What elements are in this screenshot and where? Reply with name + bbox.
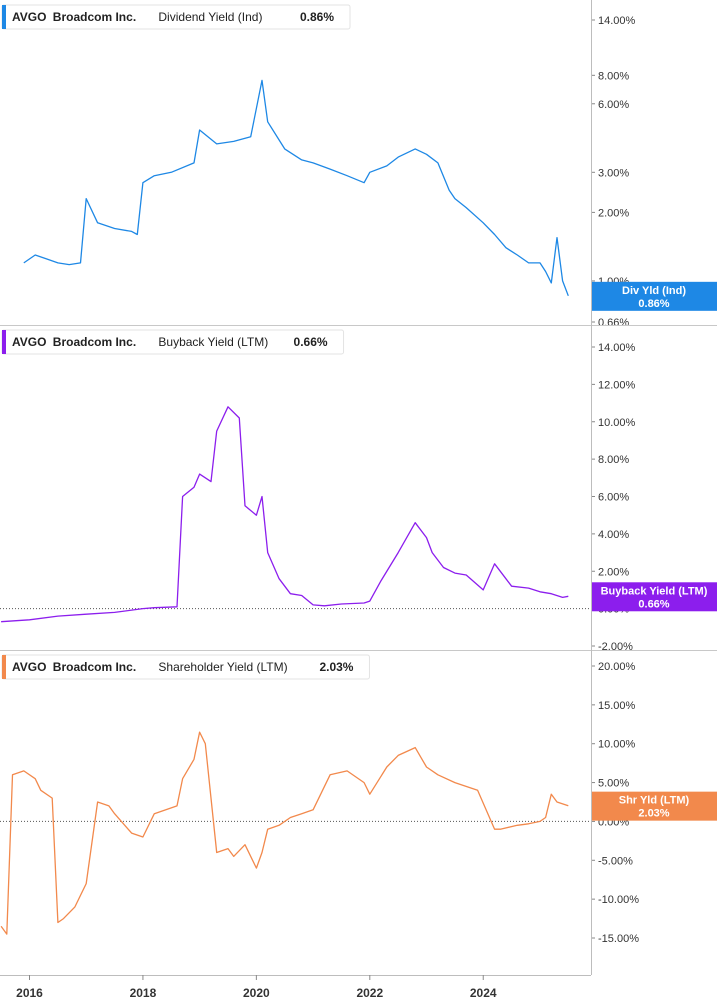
panel-3: 20.00%15.00%10.00%5.00%0.00%-5.00%-10.00… — [0, 650, 717, 945]
legend-metric: Dividend Yield (Ind) — [158, 10, 262, 24]
legend-company: Broadcom Inc. — [53, 660, 136, 674]
legend-value: 0.86% — [300, 10, 334, 24]
legend-value: 2.03% — [319, 660, 353, 674]
legend-header[interactable]: AVGO Broadcom Inc. Shareholder Yield (LTM)… — [1, 654, 370, 680]
legend-company: Broadcom Inc. — [53, 10, 136, 24]
legend-metric: Shareholder Yield (LTM) — [158, 660, 287, 674]
badge-value: 0.86% — [638, 298, 669, 310]
y-tick-label: -5.00% — [598, 855, 633, 867]
legend-color-swatch — [2, 655, 6, 679]
series-line-1 — [23, 79, 569, 297]
y-tick-label: -10.00% — [598, 894, 639, 906]
legend-ticker: AVGO — [12, 660, 46, 674]
legend-color-swatch — [2, 5, 6, 29]
last-value-badge: Buyback Yield (LTM)0.66% — [591, 582, 717, 612]
legend-color-swatch — [2, 330, 6, 354]
legend-metric: Buyback Yield (LTM) — [158, 335, 268, 349]
x-tick-label: 2016 — [16, 986, 43, 1000]
y-tick-label: 2.00% — [598, 207, 629, 219]
panel-1: 14.00%8.00%6.00%3.00%2.00%1.00%0.66%AVGO… — [1, 4, 717, 329]
panel-2: 14.00% 12.00% 10.00% 8.00% 6.00% 4.00% 2.00% 0.… — [0, 325, 717, 653]
y-tick-label: 15.00% — [598, 700, 636, 712]
y-tick-label: 8.00% — [598, 70, 629, 82]
last-value-badge: Shr Yld (LTM)2.03% — [591, 791, 717, 821]
legend-header[interactable]: AVGO Broadcom Inc. Dividend Yield (Ind) 0.8… — [1, 4, 351, 30]
last-value-badge: Div Yld (Ind)0.86% — [591, 281, 717, 311]
legend-company: Broadcom Inc. — [53, 335, 136, 349]
y-tick-label: 4.00% — [598, 529, 629, 541]
x-tick-label: 2020 — [243, 986, 270, 1000]
y-tick-label: 6.00% — [598, 492, 629, 504]
y-tick-label: 0.66% — [598, 317, 629, 329]
y-tick-label: 10.00% — [598, 739, 636, 751]
y-tick-label: 10.00% — [598, 417, 636, 429]
badge-bg — [591, 791, 717, 821]
legend-ticker: AVGO — [12, 10, 46, 24]
badge-bg — [591, 281, 717, 311]
y-tick-label: 3.00% — [598, 167, 629, 179]
y-tick-label: 6.00% — [598, 99, 629, 111]
y-tick-label: -15.00% — [598, 933, 639, 945]
badge-value: 2.03% — [638, 808, 669, 820]
y-tick-label: 20.00% — [598, 661, 636, 673]
y-tick-label: 12.00% — [598, 379, 636, 391]
x-tick-label: 2022 — [356, 986, 383, 1000]
y-tick-label: 5.00% — [598, 778, 629, 790]
badge-label: Shr Yld (LTM) — [619, 795, 690, 807]
badge-value: 0.66% — [638, 598, 669, 610]
y-tick-label: 2.00% — [598, 566, 629, 578]
y-tick-label: 14.00% — [598, 342, 636, 354]
y-tick-label: 8.00% — [598, 454, 629, 466]
x-tick-label: 2024 — [470, 986, 497, 1000]
y-tick-label: 14.00% — [598, 15, 636, 27]
series-line-2 — [1, 406, 569, 623]
legend-header[interactable]: AVGO Broadcom Inc. Buyback Yield (LTM) 0.66… — [1, 329, 345, 355]
series-line-3 — [0, 731, 569, 935]
badge-bg — [591, 582, 717, 612]
badge-label: Div Yld (Ind) — [622, 285, 686, 297]
legend-value: 0.66% — [294, 335, 328, 349]
badge-label: Buyback Yield (LTM) — [601, 585, 708, 597]
x-tick-label: 2018 — [130, 986, 157, 1000]
legend-ticker: AVGO — [12, 335, 46, 349]
y-tick-label: -2.00% — [598, 641, 633, 653]
